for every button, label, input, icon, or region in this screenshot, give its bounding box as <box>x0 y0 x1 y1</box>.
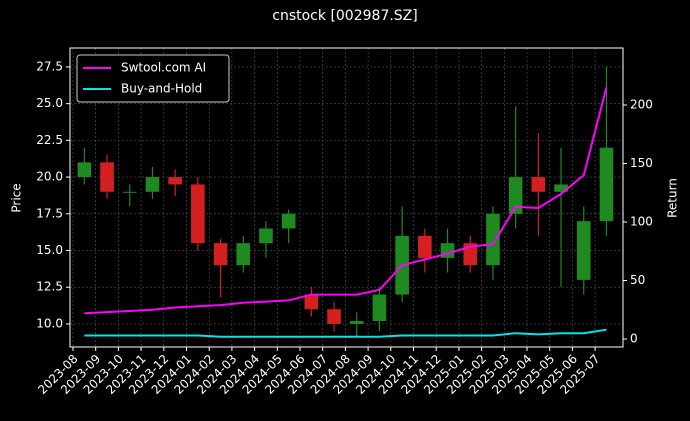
candle-body <box>554 184 568 192</box>
candle-body <box>576 221 591 280</box>
y2-tick-label: 100 <box>630 215 653 229</box>
y-axis-label: Price <box>10 183 24 212</box>
series-line <box>84 87 608 315</box>
legend-box <box>76 54 230 103</box>
candle-body <box>327 309 341 324</box>
y2-tick-label: 0 <box>630 332 638 346</box>
candle-body <box>191 184 205 244</box>
series-line <box>84 328 607 338</box>
y2-tick-label: 150 <box>630 156 653 170</box>
y2-tick-label: 200 <box>630 97 653 111</box>
y-tick-label: 10.0 <box>36 316 63 330</box>
y-tick-label: 20.0 <box>36 170 63 184</box>
candle-body <box>168 177 182 185</box>
chart-title: cnstock [002987.SZ] <box>272 8 417 24</box>
candle-body <box>122 191 137 193</box>
candle-body <box>372 294 387 322</box>
legend-label: Swtool.com AI <box>121 61 206 75</box>
plot-frame <box>69 47 624 348</box>
y-tick-label: 22.5 <box>36 133 63 147</box>
candle-body <box>213 243 228 266</box>
candle-body <box>100 162 114 192</box>
candle-body <box>145 177 160 192</box>
candle-body <box>599 147 614 222</box>
candle-body <box>508 177 523 214</box>
y-tick-label: 27.5 <box>36 59 63 73</box>
y-tick-label: 25.0 <box>36 96 63 110</box>
candle-body <box>77 162 92 178</box>
candle-body <box>531 177 546 192</box>
candle-body <box>418 235 432 258</box>
y2-tick-label: 50 <box>630 273 645 287</box>
y2-axis-label: Return <box>666 178 680 218</box>
candle-body <box>304 294 319 310</box>
candle-body <box>236 243 251 266</box>
legend-label: Buy-and-Hold <box>121 82 202 96</box>
y-tick-label: 12.5 <box>36 280 63 294</box>
candle-body <box>486 213 500 266</box>
candle-body <box>349 321 364 324</box>
y-tick-label: 17.5 <box>36 206 63 220</box>
y-tick-label: 15.0 <box>36 243 63 257</box>
candle-body <box>281 213 296 229</box>
candle-body <box>259 228 273 244</box>
